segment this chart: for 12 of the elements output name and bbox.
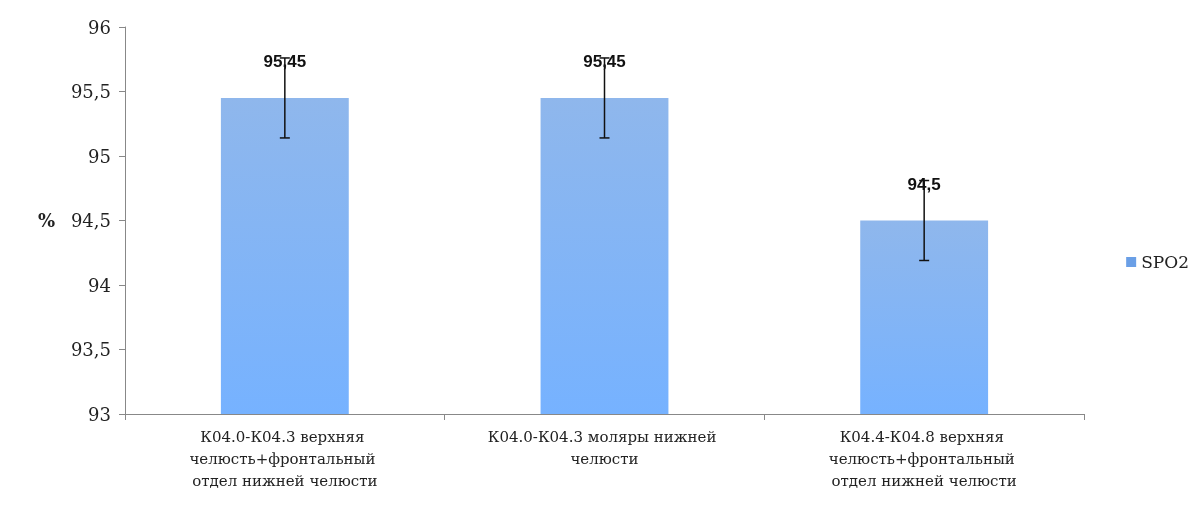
x-tick-label: К04.0-К04.3 моляры нижней челюсти — [487, 428, 722, 468]
x-tick-label: К04.4-К04.8 верхняя челюсть+фронтальный отдел нижней челюсти — [828, 428, 1020, 490]
y-tick-label: 94 — [88, 274, 111, 296]
legend-label: SPO2 — [1141, 252, 1190, 272]
y-tick-label: 95,5 — [70, 81, 111, 102]
y-tick-label: 93,5 — [70, 339, 111, 360]
x-tick-label: К04.0-К04.3 верхняя челюсть+фронтальный отдел нижней челюсти — [189, 428, 381, 490]
y-tick-label: 96 — [88, 16, 111, 38]
y-axis-title: % — [37, 210, 55, 231]
y-tick-label: 93 — [88, 403, 111, 425]
y-tick-label: 94,5 — [70, 210, 111, 231]
y-tick-label: 95 — [88, 145, 111, 167]
